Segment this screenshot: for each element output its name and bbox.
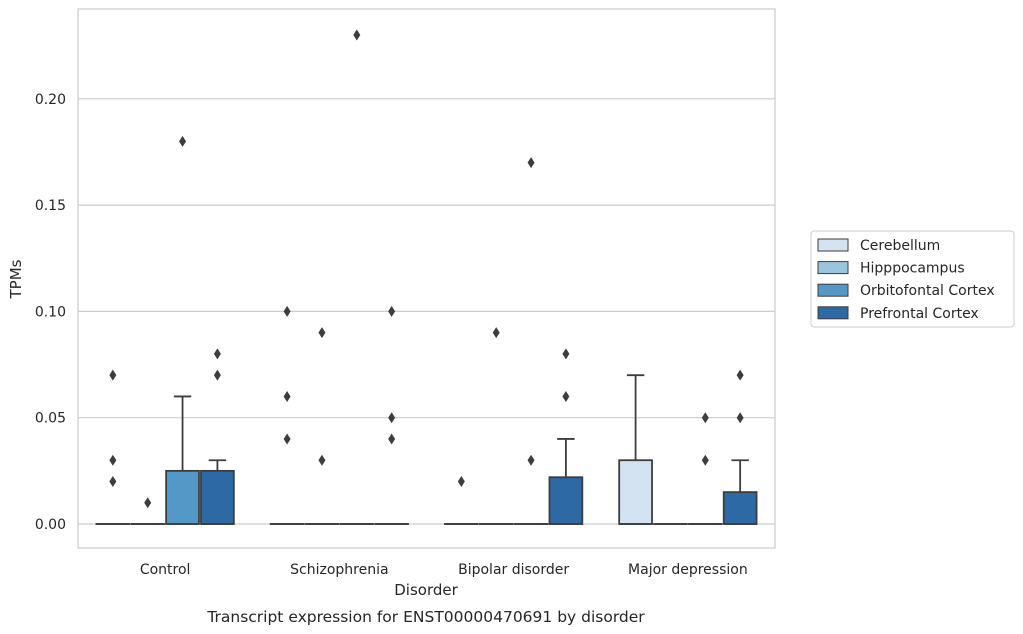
outlier-point [318,454,326,466]
outlier-point [388,305,396,317]
outlier-point [701,412,709,424]
box [618,459,653,525]
x-tick-label: Bipolar disorder [458,562,569,578]
legend-label: Orbitofontal Cortex [860,283,995,299]
x-axis-label: Disorder [394,581,458,599]
outlier-point [562,390,570,402]
box [722,491,758,525]
y-axis-label: TPMs [7,259,25,299]
outlier-point [492,327,500,339]
x-tick-labels: Control Schizophrenia Bipolar disorder Majo… [140,562,748,578]
box-orbitofontal-cortex [165,135,200,525]
y-tick-label: 0.20 [35,92,66,108]
legend-swatch [817,238,849,252]
legend-swatch [817,283,849,297]
outlier-point [283,390,291,402]
outlier-point [353,29,361,41]
outlier-point [457,475,465,487]
box-prefrontal-cortex [374,305,409,525]
outlier-point [388,412,396,424]
box-hipppocampus [304,327,340,525]
box-prefrontal-cortex [722,369,758,525]
legend-label: Prefrontal Cortex [860,306,979,322]
box-cerebellum [95,369,131,525]
y-tick-label: 0.10 [35,304,66,320]
x-tick-label: Schizophrenia [290,562,388,578]
y-tick-label: 0.15 [35,198,66,214]
box-prefrontal-cortex [200,348,235,525]
plot-frame [77,8,776,549]
outlier-point [562,348,570,360]
box [165,469,200,525]
y-tick-label: 0.00 [35,517,66,533]
legend-frame [810,230,1015,328]
box-orbitofontal-cortex [687,412,723,525]
outlier-point [213,369,221,381]
outlier-point [144,497,152,509]
box-plots [95,29,758,525]
box-cerebellum [444,475,479,525]
outlier-point [701,454,709,466]
y-tick-labels: 0.00 0.05 0.10 0.15 0.20 [35,92,66,533]
box-hipppocampus [478,327,514,525]
outlier-point [283,305,291,317]
y-tick-label: 0.05 [35,411,66,427]
x-tick-label: Control [140,562,191,578]
outlier-point [109,454,117,466]
outlier-point [318,327,326,339]
box-orbitofontal-cortex [513,157,549,525]
x-tick-label: Major depression [628,562,748,578]
box [200,469,235,525]
legend: Cerebellum Hipppocampus Orbitofontal Corte… [810,230,1015,328]
chart-title: Transcript expression for ENST0000047069… [206,608,645,626]
legend-swatch [817,261,849,275]
box-cerebellum [269,305,305,525]
box [548,476,584,525]
outlier-point [283,433,291,445]
legend-label: Hipppocampus [860,261,965,277]
outlier-point [179,135,187,147]
outlier-point [213,348,221,360]
outlier-point [388,433,396,445]
legend-swatch [817,306,849,320]
box-cerebellum [618,374,653,525]
legend-label: Cerebellum [860,238,940,254]
outlier-point [736,369,744,381]
outlier-point [527,454,535,466]
outlier-point [736,412,744,424]
outlier-point [109,475,117,487]
box-hipppocampus [130,497,166,525]
box-prefrontal-cortex [548,348,584,525]
outlier-point [527,157,535,169]
box-orbitofontal-cortex [339,29,375,525]
outlier-point [109,369,117,381]
